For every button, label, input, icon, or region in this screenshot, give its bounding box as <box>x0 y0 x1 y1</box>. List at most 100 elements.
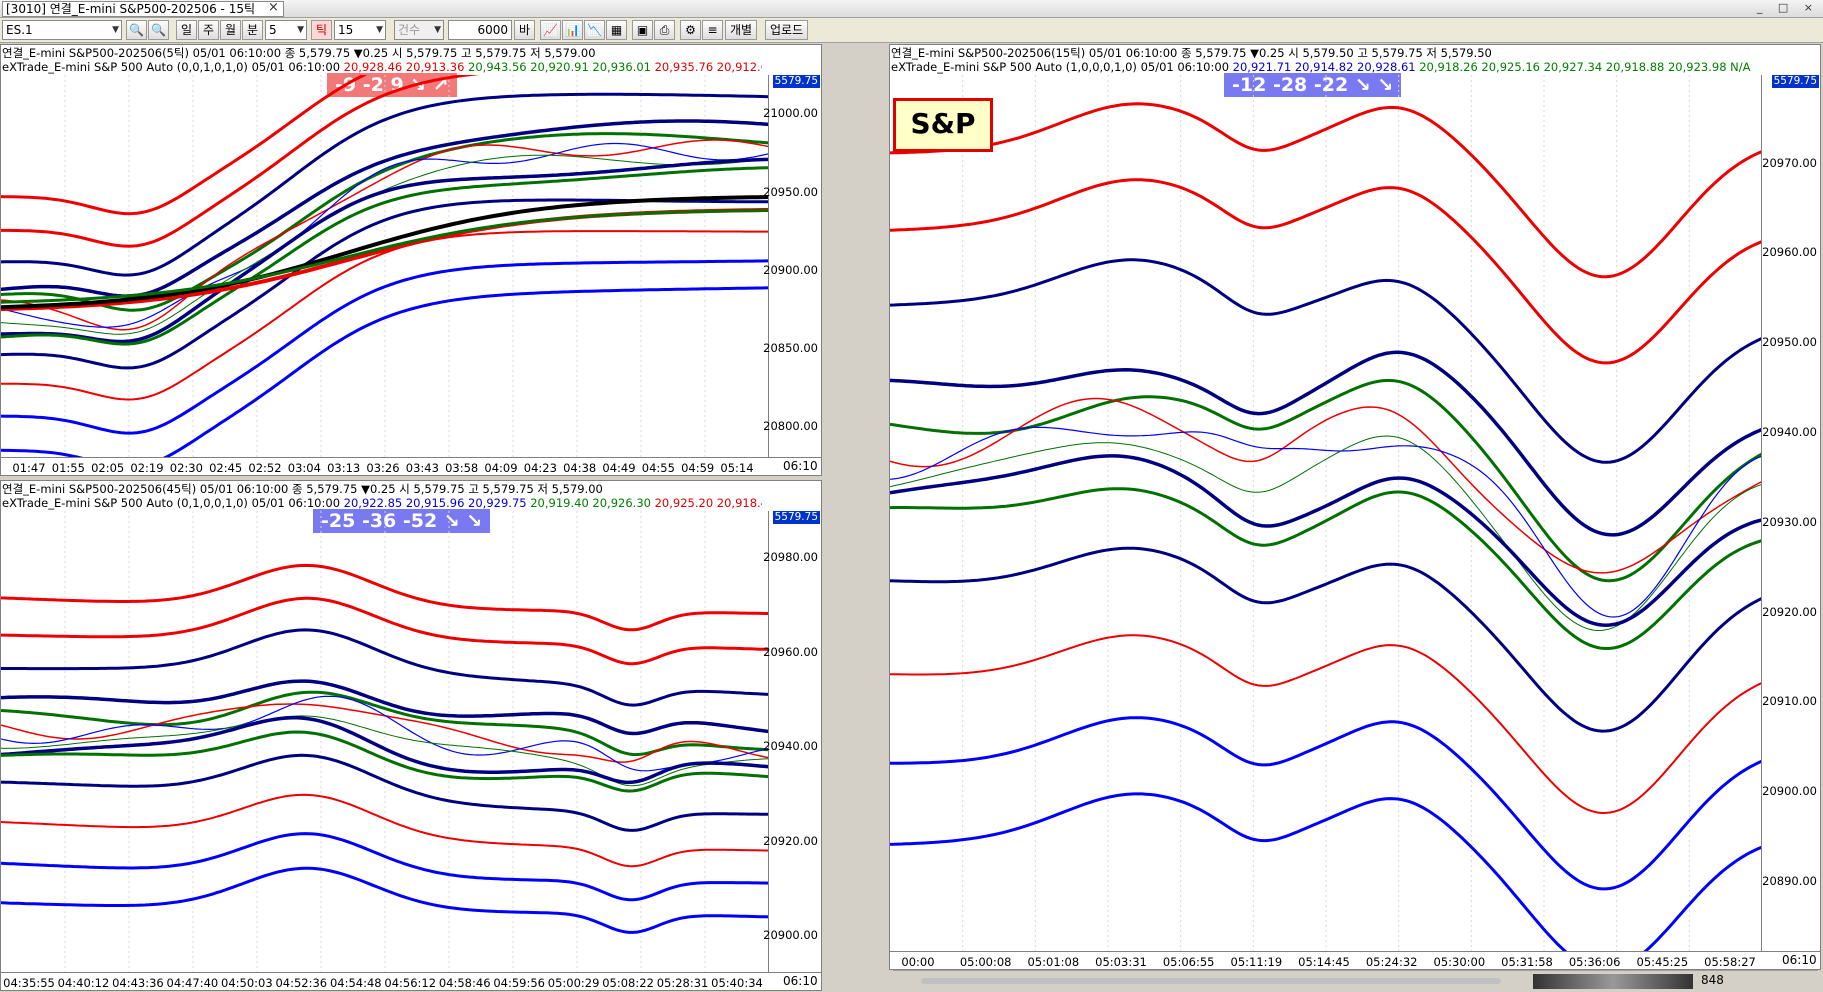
time-tick-label: 05:58:27 <box>1704 955 1756 969</box>
indicator-line <box>1 793 769 868</box>
axis-corner-label: 06:10 <box>1782 953 1817 967</box>
time-tick-label: 04:55 <box>641 461 675 475</box>
chart-panel-15tick[interactable]: 연결_E-mini S&P500-202506(15틱) 05/01 06:10… <box>889 44 1821 970</box>
line-chart-icon[interactable]: 📈 <box>540 20 561 40</box>
settings-icon[interactable]: ⚙ <box>680 20 701 40</box>
minute-select[interactable]: 5 ▼ <box>265 20 307 40</box>
chart-plot-area[interactable] <box>1 75 769 457</box>
time-tick-label: 04:59 <box>681 461 715 475</box>
time-tick-label: 05:03:31 <box>1095 955 1147 969</box>
price-tick-label: 20970.00 <box>1762 155 1817 170</box>
indicator-name: eXTrade_E-mini S&P 500 Auto (1,0,0,0,1,0… <box>891 60 1230 74</box>
time-tick-label: 05:06:55 <box>1162 955 1215 969</box>
symbol-select[interactable]: ES.1 ▼ <box>2 20 122 40</box>
tab-close-icon[interactable]: × <box>268 0 279 15</box>
time-tick-label: 02:19 <box>130 461 164 475</box>
time-tick-label: 01:47 <box>12 461 46 475</box>
individual-button[interactable]: 개별 <box>725 20 758 40</box>
upload-button[interactable]: 업로드 <box>765 20 809 40</box>
time-tick-label: 05:14:45 <box>1298 955 1350 969</box>
chart-panel-5tick[interactable]: 연결_E-mini S&P500-202506(5틱) 05/01 06:10:… <box>0 44 822 476</box>
trend-line <box>1 208 769 304</box>
time-tick-label: 05:00:08 <box>959 955 1012 969</box>
price-tick-label: 20910.00 <box>1762 694 1817 709</box>
time-tick-label: 03:43 <box>405 461 439 475</box>
time-tick-label: 05:40:34 <box>711 976 763 990</box>
current-price-box: 5579.75 <box>772 511 820 524</box>
indicator-value: 20,914.82 <box>1291 60 1354 74</box>
period-day-button[interactable]: 일 <box>176 20 197 40</box>
time-tick-label: 04:35:55 <box>3 976 55 990</box>
bar-button[interactable]: 바 <box>514 20 535 40</box>
time-tick-label: 04:47:40 <box>166 976 219 990</box>
indicator-line <box>1 563 769 632</box>
time-tick-label: 05:45:25 <box>1636 955 1689 969</box>
indicator-value: N/A <box>1726 60 1751 74</box>
price-tick-label: 20900.00 <box>763 928 818 943</box>
indicator-line <box>1 690 769 757</box>
bar-chart-icon[interactable]: 📊 <box>562 20 583 40</box>
indicator-name: eXTrade_E-mini S&P 500 Auto (0,1,0,0,1,0… <box>2 496 341 510</box>
price-axis[interactable]: 5579.75 20980.00 20960.00 20940.00 20920.00 2… <box>763 511 821 972</box>
layout-icon[interactable]: ▣ <box>632 20 653 40</box>
indicator-line <box>890 258 1762 464</box>
indicator-line <box>890 546 1762 733</box>
window-tab[interactable]: [3010] 연결_E-mini S&P500-202506 - 15틱 <box>2 1 284 17</box>
count-select[interactable]: 건수 ▼ <box>394 20 444 40</box>
time-axis[interactable]: 00:00 05:00:08 05:01:08 05:03:31 05:06:55 05:… <box>890 951 1820 969</box>
time-tick-label: 04:40:12 <box>57 976 110 990</box>
chevron-down-icon[interactable]: ▼ <box>376 25 383 35</box>
indicator-line <box>1 730 769 793</box>
count-input[interactable]: 6000 <box>448 20 512 40</box>
time-tick-label: 04:50:03 <box>221 976 273 990</box>
grid-icon[interactable]: ▦ <box>606 20 627 40</box>
trend-line <box>1 195 769 310</box>
indicator-line <box>1 286 769 457</box>
horizontal-scrollbar[interactable]: 848 <box>893 970 1818 991</box>
chart-plot-area[interactable] <box>890 75 1762 951</box>
time-tick-label: 05:08:22 <box>602 976 654 990</box>
indicator-line <box>1 716 769 785</box>
indicator-line <box>890 487 1762 651</box>
indicator-line <box>1 75 368 216</box>
scroll-track[interactable] <box>921 978 1501 984</box>
time-axis[interactable]: 01:47 01:55 02:05 02:19 02:30 02:45 02:52 03:04… <box>1 457 821 475</box>
trend-down-icon[interactable]: 📉 <box>584 20 605 40</box>
time-tick-label: 04:56:12 <box>384 976 437 990</box>
price-axis[interactable]: 5579.75 20970.00 20960.00 20950.00 20940.00 2… <box>1761 75 1820 951</box>
toolbar: ES.1 ▼ 🔍 🔍 일 주 월 분 5 ▼ 틱 15 ▼ 건수 ▼ 6000 바 📈 … <box>0 18 1823 43</box>
chevron-down-icon[interactable]: ▼ <box>297 25 304 35</box>
window-controls[interactable]: _ □ × <box>1756 1 1819 14</box>
indicator-line <box>1 259 769 435</box>
indicator-value: 20,925.16 <box>1477 60 1540 74</box>
chevron-down-icon[interactable]: ▼ <box>434 25 441 35</box>
scroll-thumb[interactable] <box>1533 974 1693 989</box>
indicator-value: 20,926.30 <box>588 496 651 510</box>
time-axis[interactable]: 04:35:55 04:40:12 04:43:36 04:47:40 04:50:03… <box>1 972 821 990</box>
chart-plot-area[interactable] <box>1 511 769 972</box>
time-tick-label: 02:05 <box>91 461 125 475</box>
search-icon[interactable]: 🔍 <box>126 20 147 40</box>
zoom-icon[interactable]: 🔍 <box>148 20 169 40</box>
chevron-down-icon[interactable]: ▼ <box>112 25 119 35</box>
period-week-button[interactable]: 주 <box>198 20 219 40</box>
menu-icon[interactable]: ≡ <box>702 20 723 40</box>
time-tick-label: 00:00 <box>901 955 935 969</box>
indicator-values-row: eXTrade_E-mini S&P 500 Auto (0,0,1,0,1,0… <box>2 60 762 75</box>
tick-select[interactable]: 15 ▼ <box>334 20 386 40</box>
price-tick-label: 20800.00 <box>763 419 818 434</box>
indicator-line <box>1 715 769 787</box>
price-axis[interactable]: 5579.75 21000.00 20950.00 20900.00 20850.00 2… <box>763 75 821 457</box>
print-icon[interactable]: ⎙ <box>654 20 675 40</box>
current-price-box: 5579.75 <box>772 75 820 88</box>
tick-button[interactable]: 틱 <box>311 20 332 40</box>
indicator-line <box>890 716 1762 891</box>
price-tick-label: 20920.00 <box>763 833 818 848</box>
chart-panel-45tick[interactable]: 연결_E-mini S&P500-202506(45틱) 05/01 06:10… <box>0 480 822 991</box>
indicator-line <box>890 634 1762 815</box>
period-month-button[interactable]: 월 <box>220 20 241 40</box>
period-minute-button[interactable]: 분 <box>242 20 263 40</box>
time-tick-label: 03:13 <box>327 461 361 475</box>
window-title: [3010] 연결_E-mini S&P500-202506 - 15틱 <box>6 2 256 16</box>
time-tick-label: 03:26 <box>366 461 400 475</box>
